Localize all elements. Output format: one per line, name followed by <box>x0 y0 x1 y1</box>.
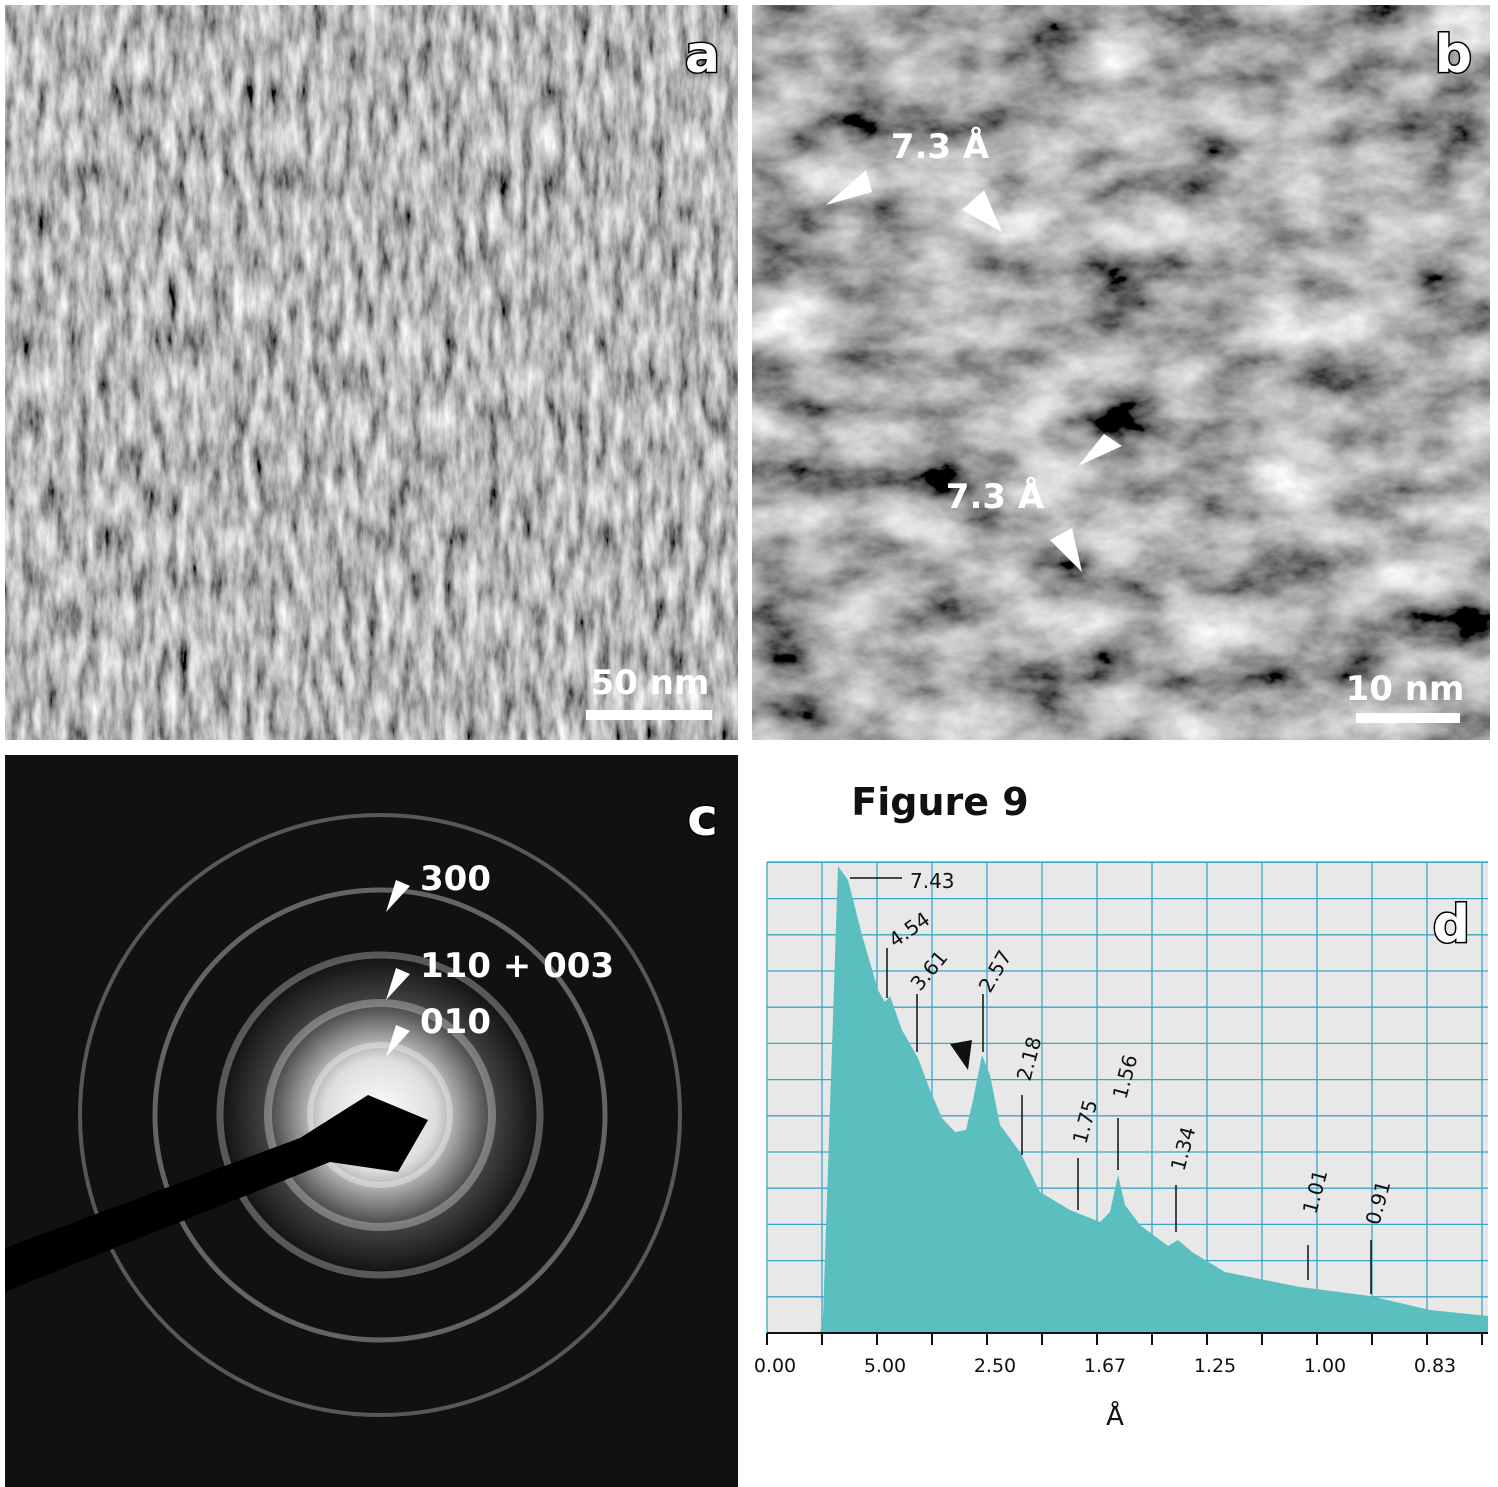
micrograph <box>752 5 1490 740</box>
panel-label: a <box>685 25 720 85</box>
peak-label: 7.43 <box>910 869 955 893</box>
x-tick-label: 1.25 <box>1194 1355 1236 1377</box>
scale-bar-label: 10 nm <box>1346 669 1465 709</box>
ring-label: 300 <box>420 859 491 899</box>
scale-bar <box>1356 713 1460 723</box>
x-axis-label: Å <box>1106 1400 1124 1432</box>
panel-b: b 7.3 Å 7.3 Å 10 nm <box>752 5 1490 740</box>
figure-title: Figure 9 <box>851 780 1028 824</box>
figure: a 50 nm b 7.3 Å 7.3 Å 10 nm c 300 110 + … <box>0 0 1498 1487</box>
ring-label: 010 <box>420 1002 491 1042</box>
x-tick-label: 5.00 <box>864 1355 906 1377</box>
scale-bar-label: 50 nm <box>591 663 710 703</box>
ring-label: 110 + 003 <box>420 946 614 986</box>
panel-label: b <box>1435 25 1472 85</box>
scale-bar <box>586 710 712 720</box>
x-tick-label: 1.00 <box>1304 1355 1346 1377</box>
panel-d: Figure 9 d Å 0.00 5.00 2.50 1.67 1.25 1.00 0.8… <box>754 780 1488 1432</box>
annotation: 7.3 Å <box>891 126 990 167</box>
x-tick-label: 0.00 <box>754 1355 796 1377</box>
panel-c: c 300 110 + 003 010 <box>5 755 738 1487</box>
panel-a: a 50 nm <box>5 5 738 740</box>
panel-label: d <box>1433 895 1470 955</box>
x-tick-label: 2.50 <box>974 1355 1016 1377</box>
x-tick-label: 0.83 <box>1414 1355 1456 1377</box>
x-tick-label: 1.67 <box>1084 1355 1126 1377</box>
annotation: 7.3 Å <box>946 476 1045 517</box>
micrograph <box>5 5 738 740</box>
panel-label: c <box>687 788 718 848</box>
